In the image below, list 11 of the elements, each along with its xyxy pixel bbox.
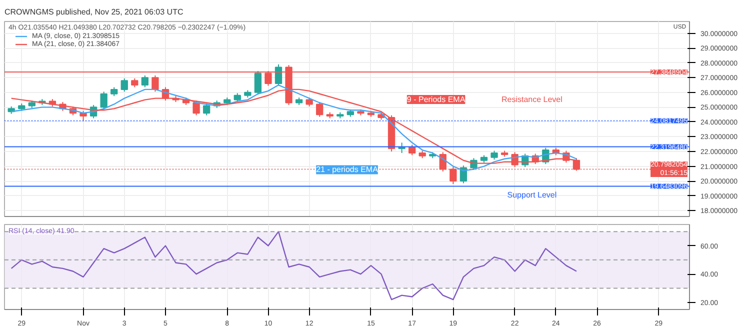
candlestick	[141, 74, 149, 88]
candlestick	[274, 64, 282, 86]
candlestick	[120, 78, 128, 92]
annotation: Support Level	[507, 190, 557, 200]
chart-title: CROWNGMS published, Nov 25, 2021 06:03 UTC	[4, 8, 184, 16]
annotation: 21 - periods EMA	[316, 165, 379, 174]
annotation: Resistance Level	[501, 95, 563, 104]
candlestick	[192, 100, 200, 116]
candlestick	[254, 70, 262, 96]
candlestick	[100, 91, 108, 110]
candlestick	[152, 74, 159, 92]
